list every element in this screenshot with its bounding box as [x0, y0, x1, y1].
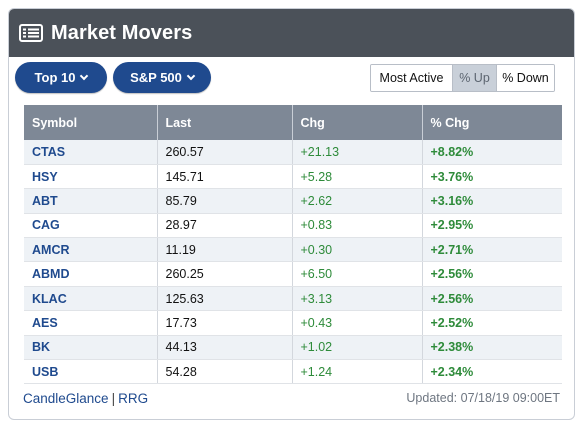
column-header-chg[interactable]: Chg — [292, 105, 423, 140]
cell-last: 28.97 — [157, 213, 293, 239]
chevron-down-icon — [186, 71, 196, 81]
panel-title: Market Movers — [51, 21, 193, 44]
count-dropdown-label: Top 10 — [34, 70, 76, 85]
cell-last: 260.25 — [157, 261, 293, 287]
cell-pct-chg: +8.82% — [422, 140, 562, 165]
table-row[interactable]: CTAS 260.57 +21.13 +8.82% — [24, 140, 562, 165]
movers-table: Symbol Last Chg % Chg CTAS 260.57 +21.13 +8… — [24, 105, 562, 385]
table-row[interactable]: HSY 145.71 +5.28 +3.76% — [24, 164, 562, 190]
index-dropdown-label: S&P 500 — [130, 70, 182, 85]
cell-symbol[interactable]: CAG — [24, 213, 158, 239]
cell-symbol[interactable]: ABMD — [24, 261, 158, 287]
cell-chg: +2.62 — [292, 188, 423, 214]
updated-timestamp: Updated: 07/18/19 09:00ET — [406, 391, 560, 405]
cell-symbol[interactable]: CTAS — [24, 140, 158, 165]
cell-last: 145.71 — [157, 164, 293, 190]
cell-last: 85.79 — [157, 188, 293, 214]
table-row[interactable]: ABMD 260.25 +6.50 +2.56% — [24, 261, 562, 287]
cell-pct-chg: +2.38% — [422, 335, 562, 361]
chevron-down-icon — [80, 71, 89, 81]
cell-pct-chg: +2.52% — [422, 310, 562, 336]
footer-links: CandleGlance | RRG — [23, 391, 148, 406]
cell-last: 44.13 — [157, 335, 293, 361]
cell-pct-chg: +2.56% — [422, 286, 562, 312]
cell-last: 260.57 — [157, 140, 293, 165]
cell-pct-chg: +3.76% — [422, 164, 562, 190]
panel-footer: CandleGlance | RRG Updated: 07/18/19 09:00… — [23, 389, 560, 407]
rrg-link[interactable]: RRG — [118, 390, 149, 406]
cell-symbol[interactable]: HSY — [24, 164, 158, 190]
cell-last: 17.73 — [157, 310, 293, 336]
cell-symbol[interactable]: AES — [24, 310, 158, 336]
table-row[interactable]: AMCR 11.19 +0.30 +2.71% — [24, 237, 562, 263]
table-row[interactable]: CAG 28.97 +0.83 +2.95% — [24, 213, 562, 239]
column-header-last[interactable]: Last — [157, 105, 293, 140]
count-dropdown[interactable]: Top 10 — [15, 62, 107, 93]
cell-pct-chg: +2.95% — [422, 213, 562, 239]
cell-symbol[interactable]: BK — [24, 335, 158, 361]
cell-chg: +5.28 — [292, 164, 423, 190]
cell-symbol[interactable]: USB — [24, 359, 158, 385]
candleglance-link[interactable]: CandleGlance — [23, 390, 109, 406]
mover-type-toggle: Most Active % Up % Down — [370, 64, 555, 92]
cell-chg: +6.50 — [292, 261, 423, 287]
cell-pct-chg: +2.56% — [422, 261, 562, 287]
table-row[interactable]: USB 54.28 +1.24 +2.34% — [24, 359, 562, 385]
table-row[interactable]: KLAC 125.63 +3.13 +2.56% — [24, 286, 562, 312]
cell-chg: +21.13 — [292, 140, 423, 165]
cell-last: 54.28 — [157, 359, 293, 385]
toggle-percent-up[interactable]: % Up — [453, 65, 497, 91]
cell-chg: +0.83 — [292, 213, 423, 239]
cell-chg: +3.13 — [292, 286, 423, 312]
index-dropdown[interactable]: S&P 500 — [113, 62, 211, 93]
controls-bar: Top 10 S&P 500 Most Active % Up % Down — [15, 61, 555, 95]
table-row[interactable]: BK 44.13 +1.02 +2.38% — [24, 335, 562, 361]
table-row[interactable]: ABT 85.79 +2.62 +3.16% — [24, 188, 562, 214]
cell-symbol[interactable]: KLAC — [24, 286, 158, 312]
cell-chg: +1.02 — [292, 335, 423, 361]
cell-pct-chg: +3.16% — [422, 188, 562, 214]
footer-separator: | — [111, 390, 116, 406]
panel-header: Market Movers — [9, 9, 574, 57]
toggle-percent-down[interactable]: % Down — [497, 65, 554, 91]
cell-chg: +1.24 — [292, 359, 423, 385]
market-movers-panel: Market Movers Top 10 S&P 500 Most Active… — [8, 8, 575, 420]
list-table-icon — [19, 24, 43, 42]
column-header-symbol[interactable]: Symbol — [24, 105, 158, 140]
toggle-most-active[interactable]: Most Active — [371, 65, 453, 91]
cell-chg: +0.30 — [292, 237, 423, 263]
column-header-pct-chg[interactable]: % Chg — [422, 105, 562, 140]
cell-last: 11.19 — [157, 237, 293, 263]
cell-symbol[interactable]: ABT — [24, 188, 158, 214]
table-row[interactable]: AES 17.73 +0.43 +2.52% — [24, 310, 562, 336]
cell-symbol[interactable]: AMCR — [24, 237, 158, 263]
cell-pct-chg: +2.34% — [422, 359, 562, 385]
cell-pct-chg: +2.71% — [422, 237, 562, 263]
cell-chg: +0.43 — [292, 310, 423, 336]
table-header-row: Symbol Last Chg % Chg — [24, 105, 562, 140]
cell-last: 125.63 — [157, 286, 293, 312]
